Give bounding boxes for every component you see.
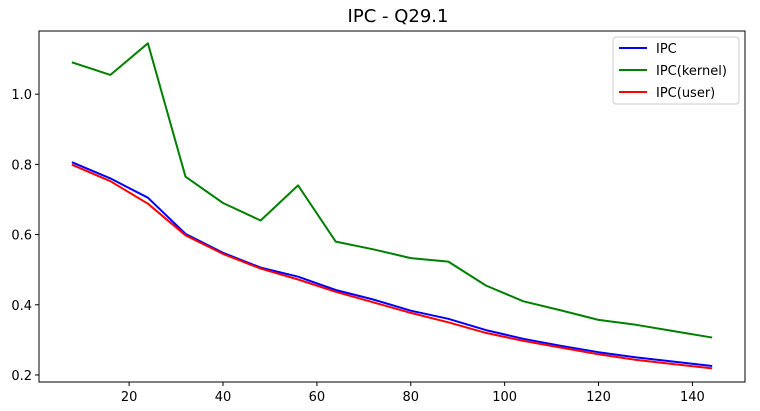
series-line-0 (71, 161, 713, 368)
x-tick-label-4: 100 (492, 390, 517, 405)
plot-frame (38, 30, 746, 383)
chart-title: IPC - Q29.1 (348, 6, 449, 27)
series-line-1 (71, 42, 713, 339)
legend: IPC IPC(kernel) IPC(user) (612, 36, 740, 105)
legend-label-2: IPC(user) (656, 86, 715, 101)
x-tick-label-2: 60 (309, 390, 326, 405)
y-tick-label-3: 0.8 (11, 158, 32, 173)
x-tick-label-6: 140 (680, 390, 705, 405)
series-line-2 (71, 163, 713, 370)
legend-label-1: IPC(kernel) (656, 64, 727, 79)
x-tick-label-3: 80 (403, 390, 420, 405)
legend-label-0: IPC (656, 42, 677, 57)
x-axis: 20 40 60 80 100 120 140 (121, 382, 705, 405)
x-tick-label-5: 120 (586, 390, 611, 405)
y-tick-label-0: 0.2 (11, 369, 32, 384)
x-tick-label-0: 20 (121, 390, 138, 405)
plot-lines (71, 42, 713, 370)
y-tick-label-4: 1.0 (11, 88, 32, 103)
y-axis: 0.2 0.4 0.6 0.8 1.0 (11, 88, 39, 384)
legend-box (612, 36, 740, 105)
y-tick-label-1: 0.4 (11, 299, 32, 314)
y-tick-label-2: 0.6 (11, 229, 32, 244)
x-tick-label-1: 40 (215, 390, 232, 405)
